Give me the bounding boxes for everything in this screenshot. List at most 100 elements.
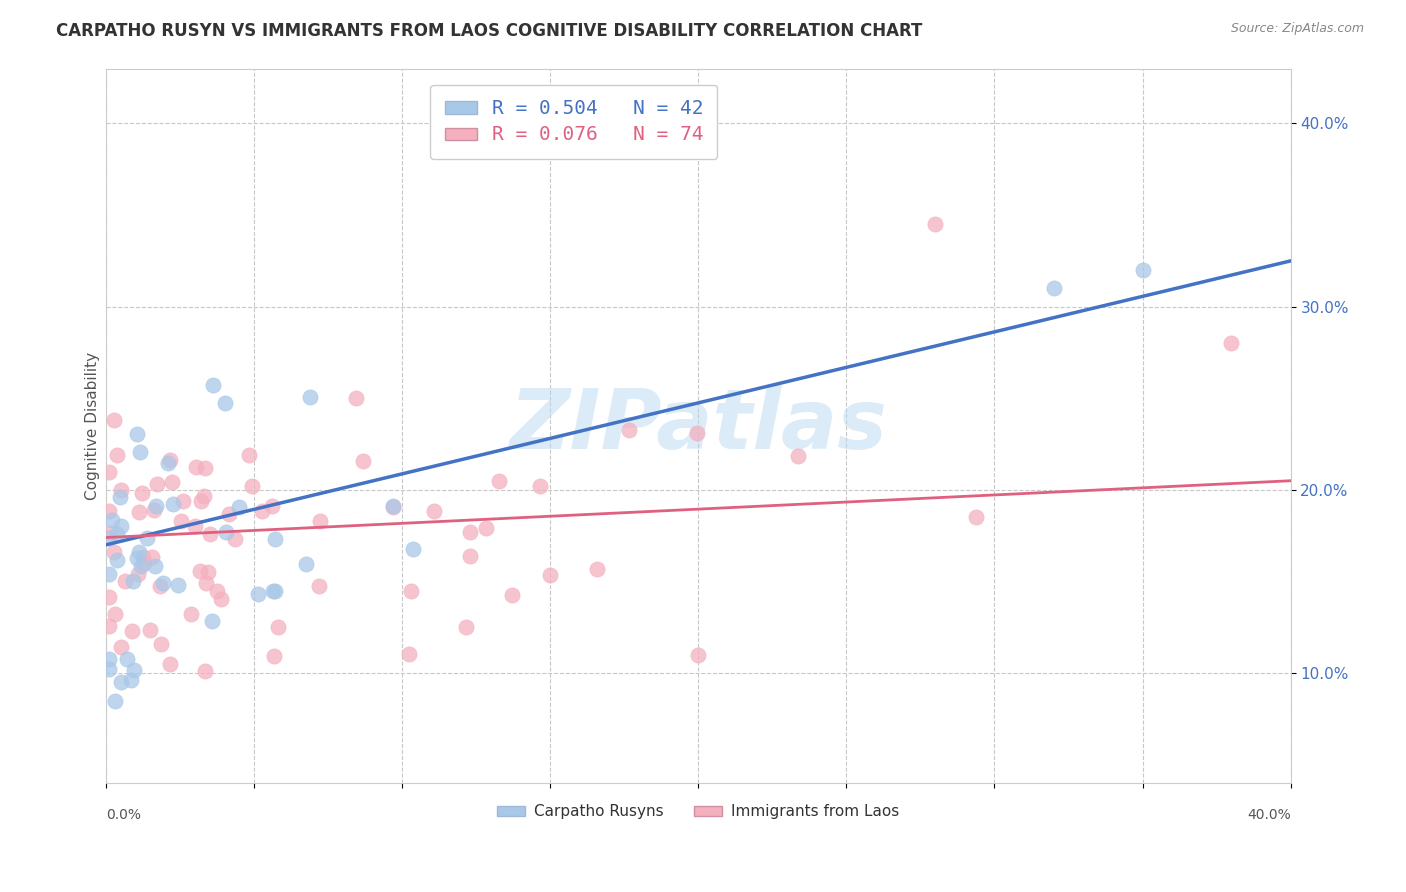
Point (398, 648, 420, 662)
Point (295, 557, 318, 571)
Point (488, 474, 510, 488)
Point (128, 505, 150, 519)
Point (97, 465, 120, 479)
Point (105, 448, 128, 462)
Point (97, 619, 120, 633)
Point (501, 588, 523, 602)
Point (108, 490, 131, 504)
Point (110, 483, 132, 497)
Point (98, 652, 121, 666)
Text: CARPATHO RUSYN VS IMMIGRANTS FROM LAOS COGNITIVE DISABILITY CORRELATION CHART: CARPATHO RUSYN VS IMMIGRANTS FROM LAOS C… (56, 22, 922, 40)
Point (247, 587, 270, 601)
Point (159, 453, 181, 467)
Text: Source: ZipAtlas.com: Source: ZipAtlas.com (1230, 22, 1364, 36)
Point (197, 565, 219, 579)
Point (193, 489, 215, 503)
Point (110, 640, 132, 654)
Point (194, 461, 217, 475)
Point (129, 558, 152, 573)
Point (263, 649, 285, 664)
Point (308, 579, 330, 593)
Point (139, 623, 162, 637)
Point (262, 584, 284, 599)
Point (135, 531, 157, 545)
Point (127, 566, 149, 581)
Point (260, 500, 283, 514)
Point (98, 567, 121, 582)
Legend: Carpatho Rusyns, Immigrants from Laos: Carpatho Rusyns, Immigrants from Laos (491, 798, 905, 825)
Point (194, 576, 217, 591)
Text: 40.0%: 40.0% (1247, 808, 1291, 822)
Point (460, 549, 482, 563)
Point (121, 673, 143, 688)
Point (190, 494, 212, 508)
Point (156, 456, 179, 470)
Point (382, 500, 405, 514)
Point (252, 504, 274, 518)
Point (688, 648, 710, 662)
Point (131, 486, 153, 500)
Point (104, 693, 127, 707)
Point (1220, 336, 1243, 351)
Point (201, 614, 224, 628)
Point (1132, 263, 1154, 277)
Point (184, 519, 207, 533)
Point (965, 510, 987, 524)
Point (110, 519, 132, 533)
Point (201, 377, 224, 392)
Point (125, 551, 148, 566)
Point (207, 583, 229, 598)
Point (460, 524, 482, 539)
Point (617, 423, 640, 437)
Point (240, 479, 263, 493)
Point (586, 562, 609, 576)
Point (97, 662, 120, 676)
Point (101, 513, 124, 527)
Point (110, 675, 132, 690)
Point (924, 217, 946, 231)
Point (180, 607, 202, 621)
Point (132, 556, 155, 570)
Point (218, 507, 240, 521)
Point (786, 450, 808, 464)
Point (97, 531, 120, 545)
Point (143, 559, 166, 574)
Point (228, 500, 250, 514)
Text: 0.0%: 0.0% (105, 808, 141, 822)
Point (267, 620, 290, 634)
Point (143, 503, 166, 517)
Point (194, 664, 217, 678)
Point (344, 391, 367, 405)
Point (103, 412, 125, 426)
Point (115, 651, 138, 665)
Point (129, 445, 152, 459)
Point (475, 521, 498, 535)
Point (224, 532, 246, 546)
Point (104, 607, 127, 621)
Point (162, 475, 184, 489)
Point (215, 525, 238, 540)
Point (188, 564, 211, 578)
Point (299, 390, 322, 404)
Point (538, 568, 561, 582)
Point (98, 526, 121, 541)
Point (159, 657, 181, 671)
Point (125, 426, 148, 441)
Point (170, 514, 193, 528)
Point (352, 453, 374, 467)
Point (149, 579, 172, 593)
Point (309, 514, 332, 528)
Point (529, 479, 551, 493)
Point (264, 584, 287, 599)
Point (381, 499, 404, 513)
Point (172, 494, 194, 508)
Point (131, 549, 153, 564)
Point (454, 620, 477, 634)
Point (399, 583, 422, 598)
Text: ZIPatlas: ZIPatlas (509, 385, 887, 467)
Point (402, 542, 425, 557)
Point (128, 545, 150, 559)
Point (238, 448, 260, 462)
Point (214, 396, 236, 410)
Point (121, 574, 143, 589)
